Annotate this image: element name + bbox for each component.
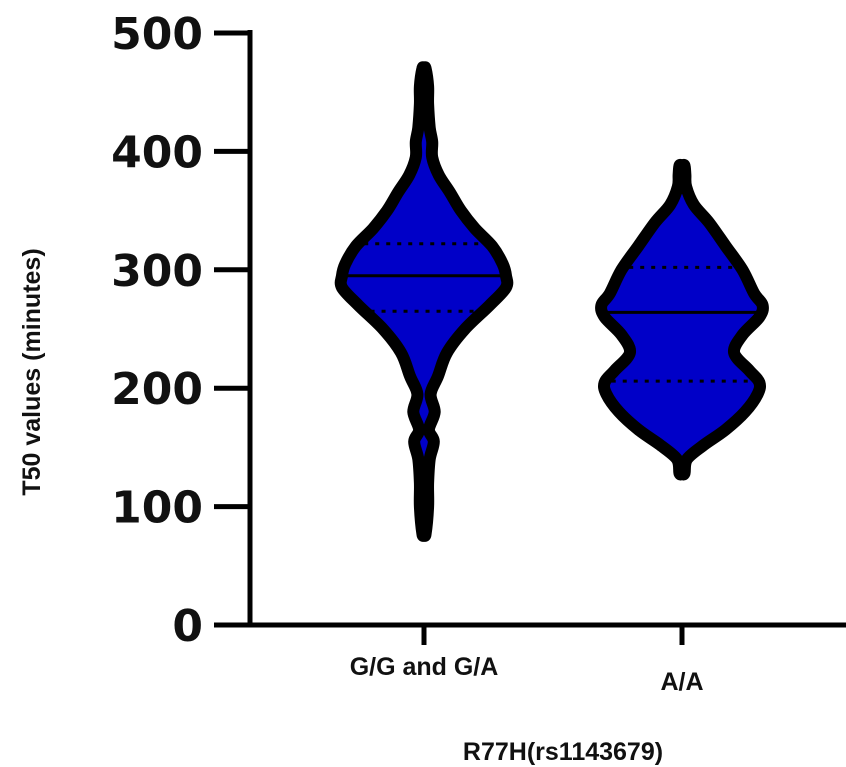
x-tick-label-2: A/A [660,668,703,696]
y-axis-title: T50 values (minutes) [18,248,46,495]
y-tick-label-0: 0 [172,601,203,652]
x-tick-label-1: G/G and G/A [350,653,499,681]
y-tick-label-200: 200 [111,364,203,415]
violin-2 [595,158,769,481]
violin-1 [334,61,514,542]
y-tick-label-100: 100 [111,483,203,534]
violins-layer [334,61,769,542]
y-tick-label-300: 300 [111,246,203,297]
y-tick-label-500: 500 [111,9,203,60]
y-tick-label-400: 400 [111,127,203,178]
y-axis-ticks: 0 100 200 300 400 500 [111,9,250,652]
x-axis-ticks: G/G and G/A A/A [350,625,704,696]
x-axis-title: R77H(rs1143679) [463,738,663,766]
